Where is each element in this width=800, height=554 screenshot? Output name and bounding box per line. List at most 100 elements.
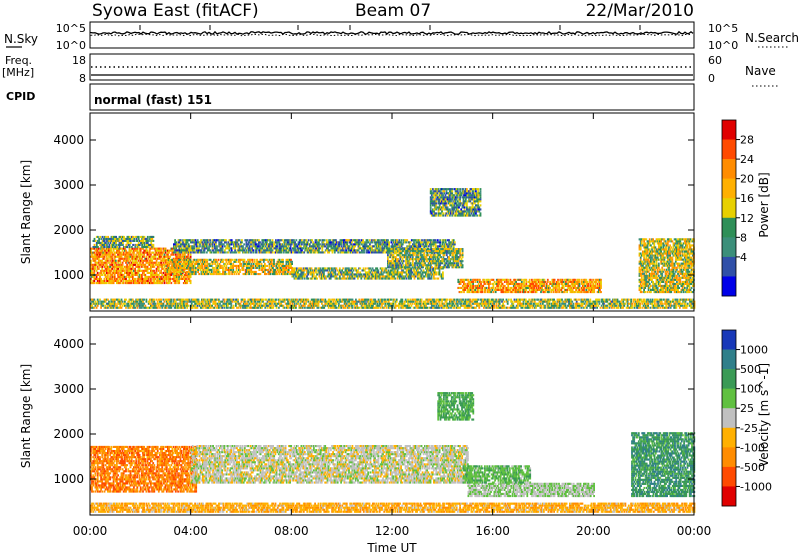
power-cell bbox=[417, 269, 419, 271]
power-cell bbox=[134, 280, 136, 282]
power-cell bbox=[246, 261, 248, 263]
power-cell bbox=[143, 254, 145, 256]
power-cell bbox=[258, 269, 260, 271]
power-cell bbox=[266, 259, 268, 261]
power-cell bbox=[281, 247, 283, 249]
power-cell bbox=[424, 250, 426, 252]
power-cell bbox=[107, 276, 109, 278]
power-cell bbox=[112, 268, 114, 270]
power-cell bbox=[236, 269, 238, 271]
power-cell bbox=[223, 243, 225, 245]
power-cell bbox=[529, 279, 531, 281]
power-cell bbox=[462, 254, 464, 256]
power-cell bbox=[350, 269, 352, 271]
power-cell bbox=[121, 256, 123, 258]
power-cell bbox=[156, 260, 158, 262]
power-cell bbox=[401, 245, 403, 247]
power-cell bbox=[462, 266, 464, 268]
power-cell bbox=[148, 258, 150, 260]
power-cell bbox=[100, 278, 102, 280]
power-cell bbox=[372, 278, 374, 280]
power-cell bbox=[472, 281, 474, 283]
power-cell bbox=[291, 243, 293, 245]
power-cell bbox=[240, 263, 242, 265]
power-cell bbox=[217, 261, 219, 263]
power-cell bbox=[342, 267, 344, 269]
power-cell bbox=[488, 279, 490, 281]
power-cell bbox=[414, 278, 416, 280]
power-cell bbox=[354, 245, 356, 247]
power-cell bbox=[345, 249, 347, 251]
power-cell bbox=[217, 251, 219, 253]
power-cell bbox=[292, 251, 294, 253]
power-cell bbox=[322, 278, 324, 280]
power-cell bbox=[163, 268, 165, 270]
power-cell bbox=[242, 247, 244, 249]
power-cell bbox=[397, 258, 399, 260]
power-cell bbox=[412, 266, 414, 268]
power-cell bbox=[197, 243, 199, 245]
power-cell bbox=[443, 250, 445, 252]
power-cell bbox=[427, 243, 429, 245]
power-cell bbox=[494, 281, 496, 283]
power-cell bbox=[138, 246, 140, 248]
power-cell bbox=[227, 251, 229, 253]
power-cell bbox=[132, 266, 134, 268]
power-cell bbox=[169, 269, 171, 271]
power-cell bbox=[331, 271, 333, 273]
power-cell bbox=[274, 269, 276, 271]
power-cell bbox=[335, 239, 337, 241]
power-cell bbox=[112, 252, 114, 254]
power-cell bbox=[121, 238, 123, 240]
power-cell bbox=[423, 269, 425, 271]
power-cell bbox=[188, 243, 190, 245]
power-cell bbox=[521, 285, 523, 287]
power-cell bbox=[98, 238, 100, 240]
power-cell bbox=[504, 285, 506, 287]
power-cell bbox=[394, 278, 396, 280]
power-cell bbox=[151, 272, 153, 274]
power-cell bbox=[377, 247, 379, 249]
power-cell bbox=[348, 273, 350, 275]
power-cell bbox=[169, 267, 171, 269]
power-cell bbox=[357, 269, 359, 271]
power-cell bbox=[95, 240, 97, 242]
power-cell bbox=[414, 269, 416, 271]
power-cell bbox=[294, 269, 296, 271]
power-cell bbox=[231, 249, 233, 251]
power-cell bbox=[226, 261, 228, 263]
power-cell bbox=[195, 239, 197, 241]
power-cell bbox=[369, 239, 371, 241]
freq-tick-bottom: 8 bbox=[79, 72, 86, 85]
power-cell bbox=[160, 270, 162, 272]
power-cell bbox=[369, 245, 371, 247]
power-cell bbox=[202, 265, 204, 267]
power-cell bbox=[155, 278, 157, 280]
power-cell bbox=[353, 247, 355, 249]
power-cell bbox=[585, 279, 587, 281]
power-cell bbox=[414, 264, 416, 266]
power-cell bbox=[140, 252, 142, 254]
power-cell bbox=[515, 287, 517, 289]
power-cell bbox=[351, 247, 353, 249]
power-cell bbox=[242, 245, 244, 247]
power-cell bbox=[131, 246, 133, 248]
power-cell bbox=[184, 249, 186, 251]
power-cell bbox=[416, 264, 418, 266]
power-cell bbox=[507, 287, 509, 289]
power-cell bbox=[190, 276, 192, 278]
power-cell bbox=[313, 271, 315, 273]
power-cell bbox=[102, 236, 104, 238]
power-cell bbox=[443, 256, 445, 258]
power-cell bbox=[442, 271, 444, 273]
power-cell bbox=[428, 275, 430, 277]
power-cell bbox=[98, 274, 100, 276]
power-cell bbox=[164, 266, 166, 268]
power-cell bbox=[244, 247, 246, 249]
power-cell bbox=[186, 282, 188, 284]
power-cell bbox=[310, 241, 312, 243]
power-cell bbox=[325, 278, 327, 280]
power-cell bbox=[243, 267, 245, 269]
power-cell bbox=[264, 271, 266, 273]
power-cell bbox=[561, 289, 563, 291]
